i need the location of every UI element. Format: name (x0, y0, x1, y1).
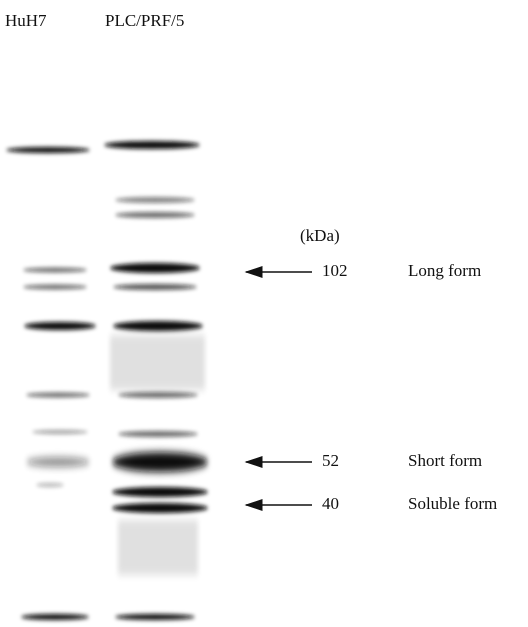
marker-arrows (244, 266, 312, 511)
marker-kda: 40 (322, 494, 339, 513)
marker-label: Soluble form (408, 494, 497, 513)
unit-label: (kDa) (300, 226, 340, 245)
marker-kda: 102 (322, 261, 348, 280)
lane-label: PLC/PRF/5 (105, 11, 184, 30)
gel-bands (6, 141, 208, 620)
marker-label: Short form (408, 451, 482, 470)
marker-label: Long form (408, 261, 481, 280)
marker-kda: 52 (322, 451, 339, 470)
lane-label: HuH7 (5, 11, 47, 30)
